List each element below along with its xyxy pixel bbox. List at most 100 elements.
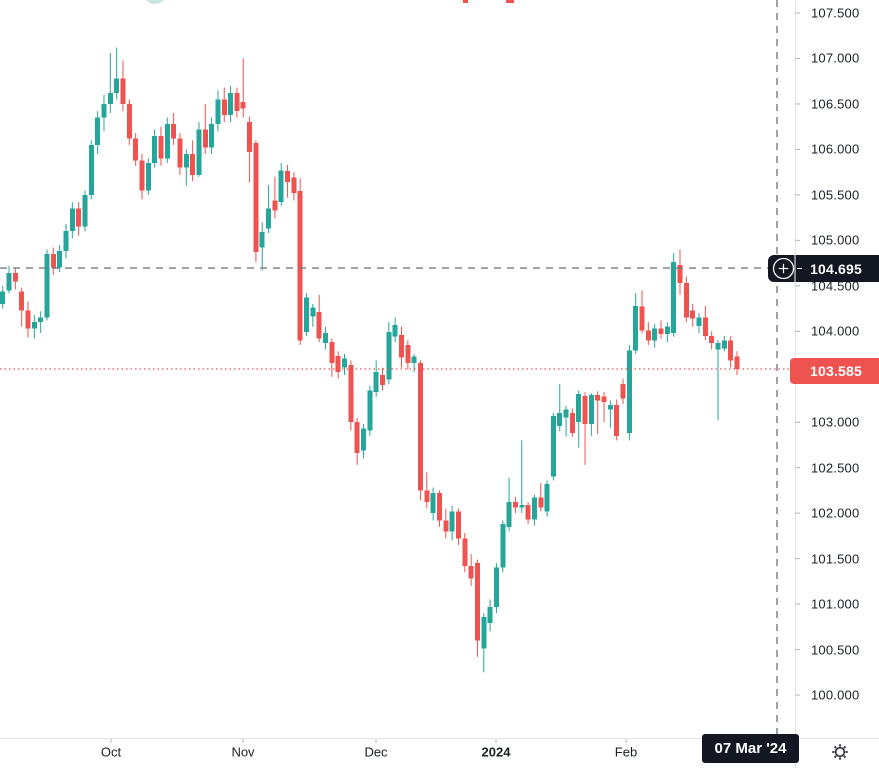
candle-body: [481, 616, 487, 649]
time-axis-label: Dec: [364, 744, 388, 760]
candle-body: [190, 153, 196, 175]
candle-body: [158, 135, 164, 159]
candle-body: [734, 356, 740, 369]
candle-body: [12, 273, 18, 282]
candle-body: [437, 493, 442, 521]
candle-body: [228, 93, 234, 115]
candle-body: [563, 409, 569, 418]
candle-body: [639, 306, 645, 331]
candle-body: [348, 364, 354, 423]
candle-body: [531, 497, 537, 520]
plus-circle-icon[interactable]: [768, 255, 879, 282]
candle-body: [164, 123, 170, 159]
candle-body: [69, 208, 75, 232]
candle-body: [285, 171, 291, 183]
clipped-text-fragment: [506, 0, 514, 3]
candle-body: [25, 310, 31, 329]
candle-body: [721, 340, 727, 349]
candle-body: [601, 396, 607, 403]
clipped-text-fragment: [463, 0, 468, 3]
candle-body: [728, 340, 734, 361]
candle-body: [354, 422, 360, 454]
candle-body: [405, 344, 411, 364]
candle-body: [493, 567, 499, 607]
candle-body: [557, 413, 563, 426]
price-axis-label: 105.500: [811, 187, 860, 203]
last-price-label: 103.585: [790, 358, 879, 384]
candle-body: [171, 123, 177, 139]
candle-body: [411, 356, 417, 364]
candle-body: [500, 524, 506, 568]
candle-body: [633, 305, 639, 351]
candle-body: [702, 317, 708, 336]
last-price-value: 103.585: [810, 363, 863, 379]
candle-body: [614, 404, 620, 436]
time-axis-label: Oct: [100, 744, 122, 760]
candle-body: [373, 372, 379, 393]
price-axis-label: 102.000: [811, 505, 860, 521]
candle-body: [582, 395, 588, 424]
candle-body: [133, 138, 139, 161]
candle-body: [323, 333, 328, 344]
candle-body: [576, 394, 582, 423]
candle-body: [386, 332, 392, 380]
candle-body: [152, 135, 158, 164]
candle-body: [126, 103, 132, 139]
candle-body: [335, 355, 341, 373]
candle-body: [468, 565, 474, 579]
candle-body: [418, 363, 423, 491]
price-axis-label: 100.500: [811, 642, 860, 658]
candle-body: [449, 511, 455, 532]
candle-body: [329, 342, 335, 364]
candle-body: [696, 317, 702, 326]
candle-body: [715, 343, 721, 350]
candle-body: [259, 232, 265, 248]
candle-body: [607, 404, 613, 410]
candle-body: [367, 390, 373, 431]
candle-body: [114, 78, 120, 93]
candle-body: [253, 143, 259, 253]
settings-gear-icon[interactable]: [830, 742, 850, 762]
candle-body: [626, 350, 632, 434]
candle-body: [266, 208, 272, 229]
candle-body: [44, 254, 50, 318]
candle-body: [247, 122, 253, 153]
candle-body: [57, 251, 63, 268]
candle-body: [588, 394, 594, 424]
candle-body: [677, 264, 683, 284]
price-axis-label: 103.000: [811, 414, 860, 430]
price-axis-label: 104.500: [811, 278, 860, 294]
candle-body: [145, 163, 151, 191]
candle-body: [297, 191, 303, 341]
candle-body: [278, 170, 284, 203]
candle-body: [202, 129, 208, 148]
candle-body: [620, 384, 626, 399]
candle-body: [664, 326, 670, 334]
time-axis-label: Feb: [614, 744, 638, 760]
candle-body: [215, 99, 221, 124]
candle-body: [683, 283, 689, 318]
candle-body: [221, 99, 227, 115]
price-axis-label: 107.500: [811, 5, 860, 21]
price-axis-label: 104.000: [811, 323, 860, 339]
crosshair-price-label: 104.695: [768, 255, 879, 282]
candle-body: [177, 138, 183, 168]
crosshair-date-label: 07 Mar '24: [702, 734, 799, 763]
candle-body: [82, 194, 88, 227]
candle-body: [569, 413, 575, 434]
candle-body: [474, 563, 480, 641]
price-axis-label: 106.000: [811, 141, 860, 157]
candle-body: [519, 504, 525, 508]
candle-body: [550, 415, 556, 477]
candle-body: [183, 153, 189, 168]
candle-body: [709, 335, 715, 344]
price-axis-label: 106.500: [811, 96, 860, 112]
candle-body: [645, 330, 651, 341]
candle-body: [512, 502, 518, 508]
candle-body: [240, 102, 246, 109]
candle-body: [462, 538, 468, 566]
candle-body: [342, 358, 347, 368]
candle-body: [0, 291, 6, 304]
